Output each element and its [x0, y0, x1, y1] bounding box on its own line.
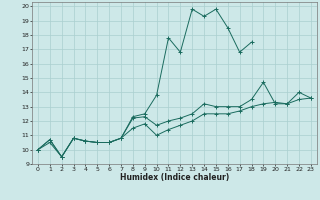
- X-axis label: Humidex (Indice chaleur): Humidex (Indice chaleur): [120, 173, 229, 182]
